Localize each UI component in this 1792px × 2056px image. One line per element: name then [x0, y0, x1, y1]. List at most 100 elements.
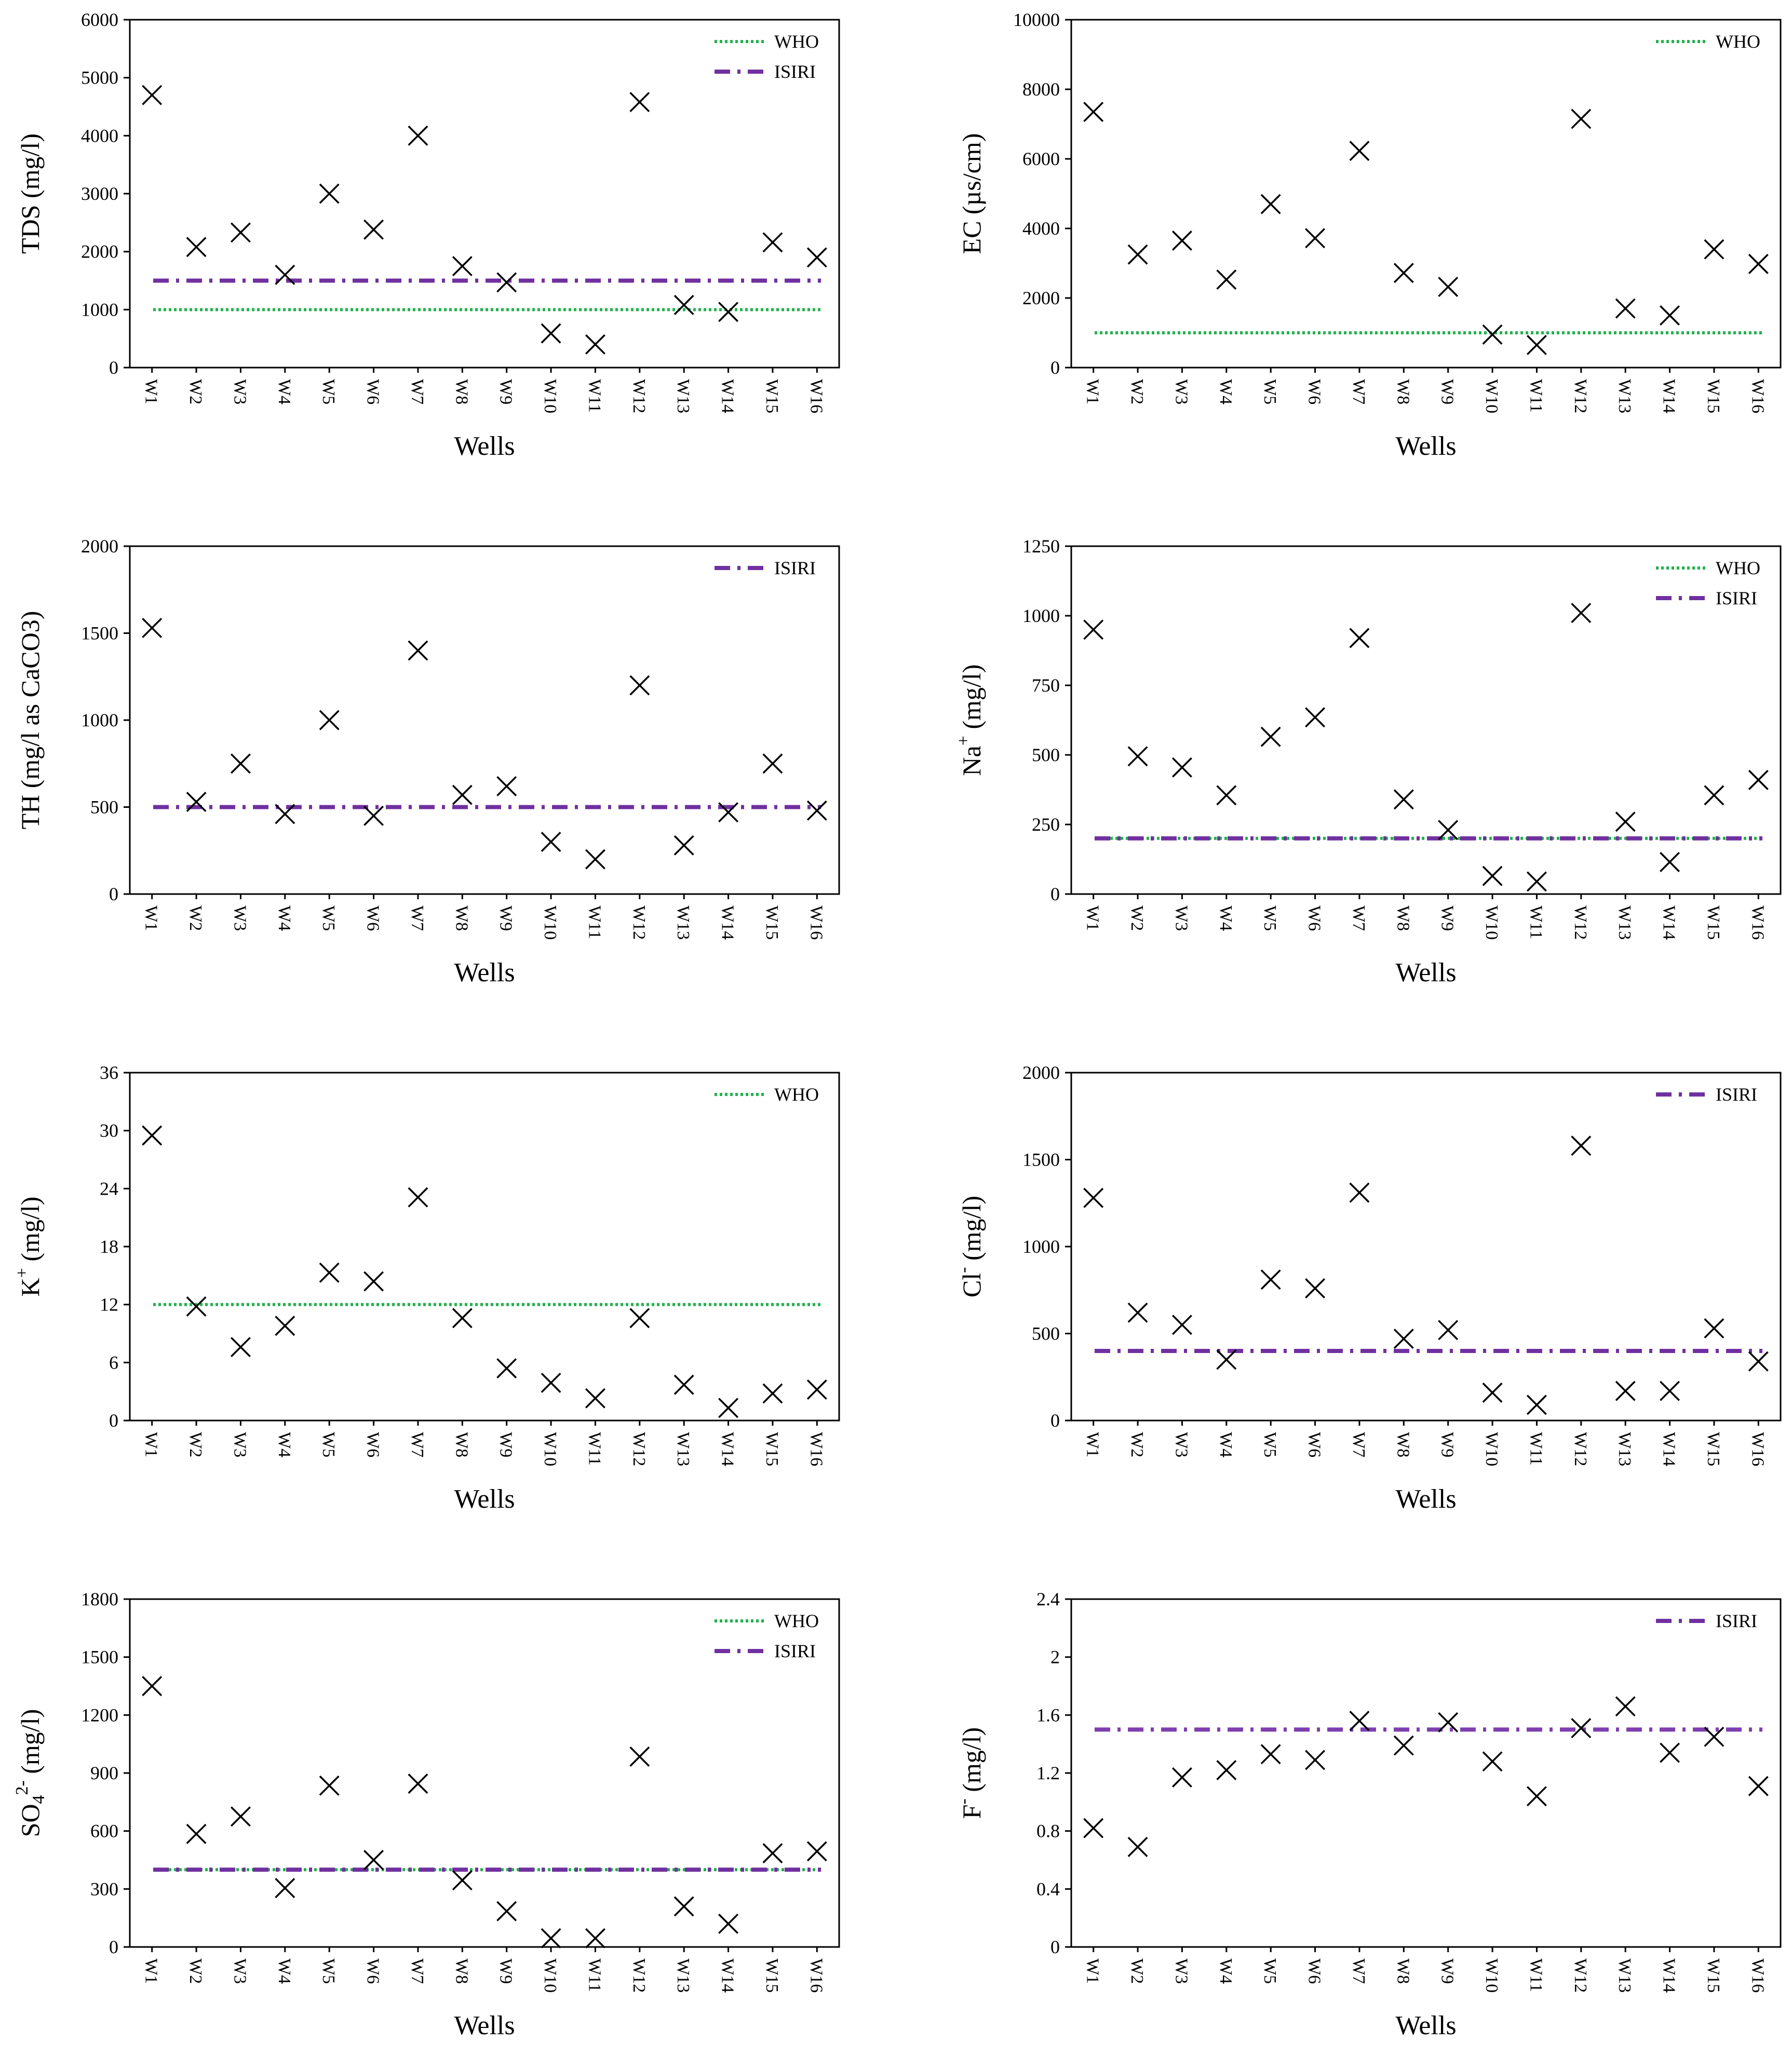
x-tick-label: W9 — [1438, 379, 1457, 404]
data-point — [1305, 228, 1326, 249]
data-point — [275, 264, 295, 285]
data-point — [1438, 1320, 1459, 1341]
x-tick-label: W15 — [762, 905, 782, 940]
data-point — [363, 1271, 384, 1292]
data-point — [1660, 1742, 1680, 1763]
x-tick-label: W8 — [1393, 905, 1412, 931]
chart-panel-6: 0 500 1000 1500 2000 W1 W2 W3 W4 W5 W6 W7 W8 W9 W10 W11… — [954, 1062, 1782, 1514]
x-tick-label: W11 — [585, 1958, 604, 1992]
x-tick-label: W10 — [541, 905, 560, 940]
x-tick-label: W10 — [541, 1958, 560, 1993]
x-tick-label: W4 — [275, 1432, 294, 1457]
x-tick-label: W6 — [1305, 1432, 1324, 1457]
x-tick-label: W13 — [673, 1432, 693, 1466]
data-point — [1216, 785, 1237, 806]
legend-label-isiri: ISIRI — [1716, 1084, 1757, 1105]
data-point — [1482, 1382, 1503, 1403]
data-point — [1704, 1318, 1724, 1338]
data-point — [1216, 1760, 1237, 1780]
x-axis-label: Wells — [1395, 431, 1456, 461]
x-tick-label: W3 — [1171, 379, 1191, 404]
x-axis-label: Wells — [454, 2011, 515, 2040]
x-tick-label: W12 — [1571, 1432, 1590, 1466]
data-point — [408, 125, 428, 146]
data-point — [1305, 707, 1326, 728]
y-tick-label: 0 — [1050, 1410, 1060, 1431]
legend-label-isiri: ISIRI — [1716, 588, 1757, 608]
data-point — [1393, 789, 1414, 810]
x-tick-label: W7 — [1349, 379, 1368, 404]
x-tick-label: W11 — [1526, 379, 1545, 413]
y-tick-label: 1000 — [81, 710, 118, 731]
x-tick-label: W12 — [629, 1958, 649, 1993]
x-tick-label: W2 — [1127, 1958, 1147, 1984]
data-point — [452, 256, 473, 277]
x-tick-label: W13 — [1615, 1432, 1634, 1466]
x-tick-label: W8 — [452, 379, 471, 404]
chart-panel-7: 0 300 600 900 1200 1500 1800 W1 W2 W3 W4 W5 W6 W7 W8 W9… — [12, 1589, 840, 2040]
x-tick-label: W15 — [762, 1432, 782, 1466]
y-axis-label: TH (mg/l as CaCO3) — [16, 611, 45, 830]
x-tick-label: W5 — [1260, 379, 1279, 404]
data-point — [186, 1296, 207, 1317]
y-tick-label: 2 — [1050, 1647, 1060, 1668]
x-tick-label: W9 — [496, 379, 516, 404]
data-point — [1526, 334, 1547, 355]
x-tick-label: W1 — [1083, 1432, 1102, 1457]
y-axis-label: K+ (mg/l) — [12, 1197, 45, 1297]
legend: WHO ISIRI — [1656, 558, 1760, 608]
y-tick-label: 1.6 — [1036, 1705, 1060, 1725]
data-point — [496, 776, 517, 796]
x-tick-label: W7 — [408, 379, 427, 404]
chart-panel-2: 0 2000 4000 6000 8000 10000 W1 W2 W3 W4 W5 W6 W7 W8 W9… — [957, 9, 1782, 461]
data-point — [673, 294, 694, 315]
x-tick-label: W6 — [363, 1432, 383, 1457]
data-point — [496, 272, 517, 293]
x-axis-label: Wells — [1395, 958, 1456, 988]
x-tick-label: W2 — [1127, 1432, 1147, 1457]
data-point — [718, 1913, 739, 1934]
y-tick-label: 12 — [100, 1294, 118, 1315]
y-tick-label: 5000 — [81, 67, 118, 88]
y-tick-label: 0.8 — [1036, 1821, 1060, 1842]
data-point — [142, 1125, 163, 1146]
x-tick-label: W11 — [1526, 1432, 1545, 1466]
data-point — [319, 710, 340, 731]
y-axis-label: SO42- (mg/l) — [12, 1709, 48, 1837]
data-point — [1526, 1395, 1547, 1415]
x-tick-label: W10 — [541, 1432, 560, 1466]
legend-label-who: WHO — [1716, 31, 1760, 52]
data-point — [186, 791, 207, 812]
data-point — [1305, 1750, 1326, 1770]
y-tick-label: 0.4 — [1036, 1878, 1060, 1899]
x-tick-label: W10 — [1482, 379, 1501, 413]
x-tick-label: W7 — [1349, 1432, 1368, 1457]
data-point — [142, 1676, 163, 1696]
chart-panel-5: 0 6 12 18 24 30 36 W1 W2 W3 W4 W5 W6 W7 W8 W9 W10 W11 W12 W… — [12, 1062, 840, 1514]
y-tick-label: 1500 — [1022, 1149, 1060, 1170]
x-tick-label: W3 — [1171, 905, 1191, 931]
x-axis-label: Wells — [454, 431, 515, 461]
x-tick-label: W1 — [1083, 905, 1102, 931]
x-tick-label: W6 — [1305, 905, 1324, 931]
data-point — [452, 1308, 473, 1329]
data-point — [1704, 1726, 1724, 1747]
y-tick-label: 1.2 — [1036, 1763, 1060, 1783]
x-tick-label: W4 — [275, 905, 294, 931]
x-tick-label: W9 — [1438, 1958, 1457, 1984]
chart-panel-4: 0 250 500 750 1000 1250 W1 W2 W3 W4 W5 W6 W7 W8 W9 W10 W… — [954, 536, 1782, 988]
y-tick-label: 0 — [109, 1410, 118, 1431]
x-tick-label: W8 — [1393, 1432, 1412, 1457]
x-tick-label: W12 — [629, 1432, 649, 1466]
data-point — [629, 1308, 650, 1329]
data-point — [1704, 239, 1724, 260]
data-point — [1748, 1351, 1769, 1372]
data-point — [541, 832, 561, 852]
x-tick-label: W7 — [1349, 905, 1368, 931]
y-tick-label: 1000 — [1022, 605, 1060, 626]
data-point — [718, 302, 739, 322]
legend-label-isiri: ISIRI — [774, 558, 816, 578]
x-tick-label: W8 — [452, 1432, 471, 1457]
data-point — [408, 1187, 428, 1208]
data-point — [1526, 1786, 1547, 1807]
